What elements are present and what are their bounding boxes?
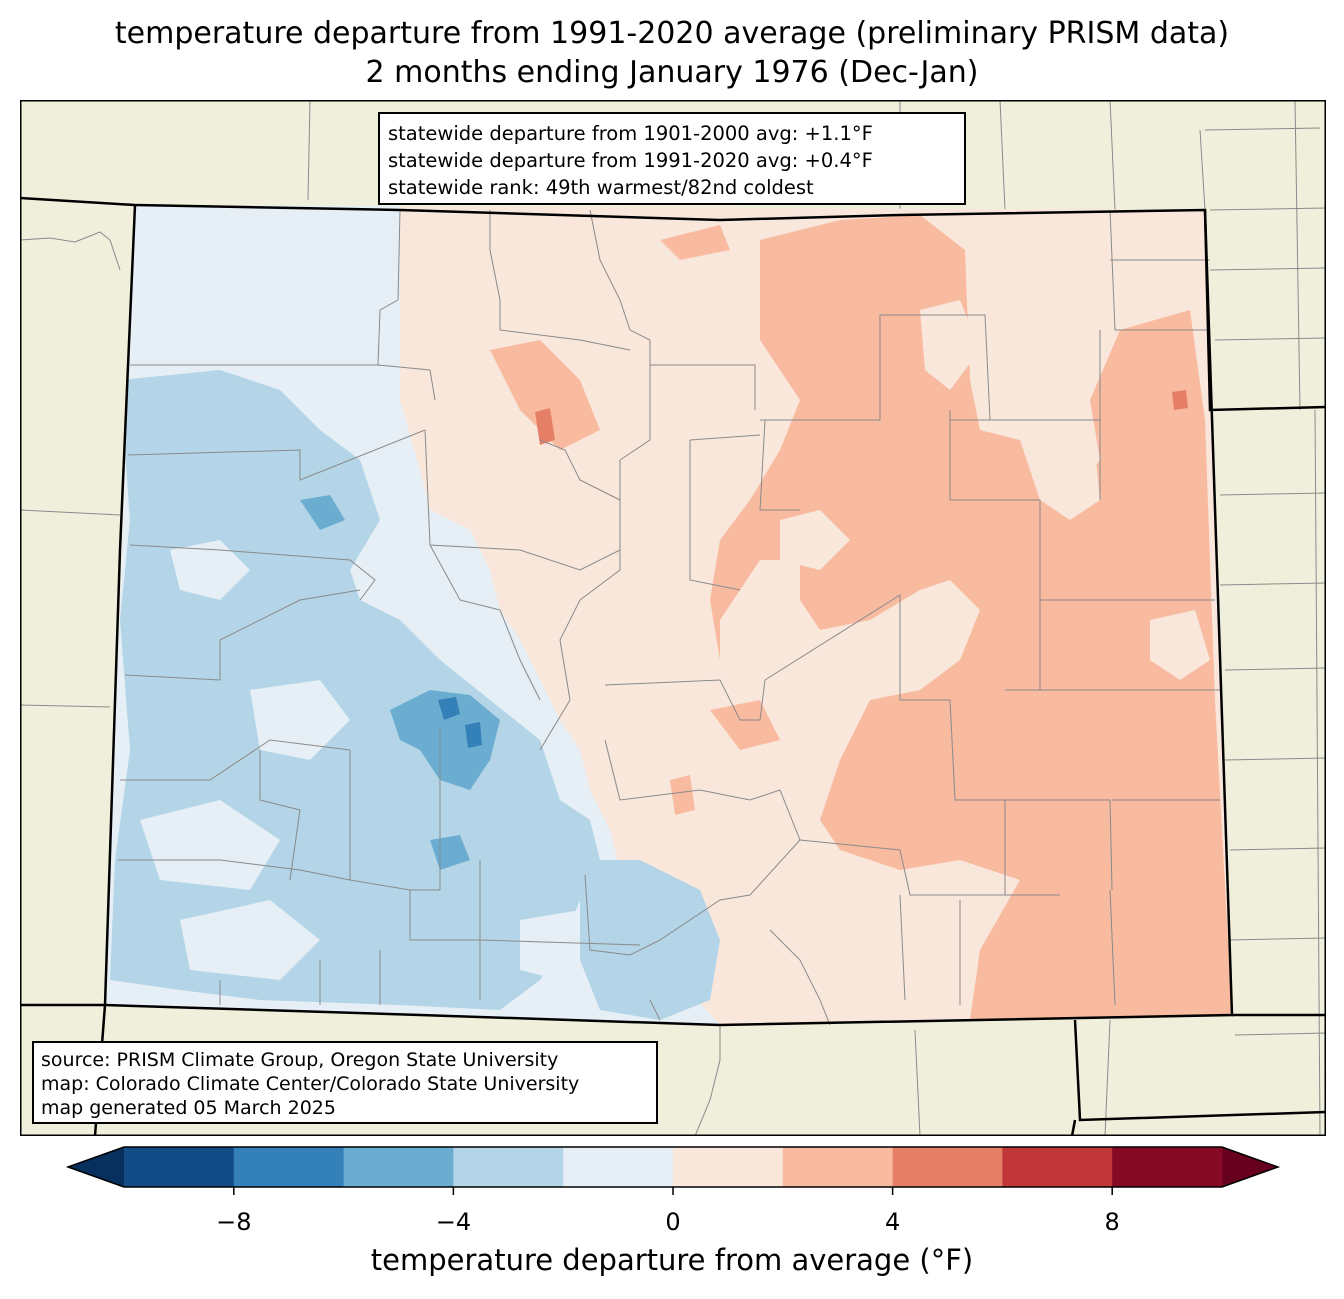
colorbar-segment <box>892 1147 1003 1187</box>
colorbar-over-arrow <box>1222 1147 1278 1187</box>
colorbar-segment <box>1112 1147 1223 1187</box>
map-title-line-2: 2 months ending January 1976 (Dec-Jan) <box>365 55 979 90</box>
colorbar-tick-label: 0 <box>665 1208 680 1236</box>
colorbar-label: temperature departure from average (°F) <box>370 1243 974 1277</box>
colorbar-segment <box>1002 1147 1113 1187</box>
generated-date-line: map generated 05 March 2025 <box>41 1097 336 1119</box>
colorbar-segment <box>563 1147 674 1187</box>
colorbar-segment <box>233 1147 345 1187</box>
colorado-temperature-map <box>20 100 1326 1136</box>
map-frame <box>20 100 1326 1136</box>
stat-departure-1991-2020: statewide departure from 1991-2020 avg: … <box>388 149 873 172</box>
map-credit-line: map: Colorado Climate Center/Colorado St… <box>41 1073 580 1095</box>
colorado-county-lines <box>118 209 1220 1026</box>
colorbar-tick-label: 4 <box>885 1208 900 1236</box>
statewide-stats-box: statewide departure from 1901-2000 avg: … <box>378 112 966 205</box>
colorbar-segment <box>343 1147 454 1187</box>
colorbar-tick-label: −8 <box>216 1208 251 1236</box>
colorbar-segment <box>124 1147 235 1187</box>
colorbar-under-arrow <box>68 1147 124 1187</box>
colorbar-tick-label: −4 <box>436 1208 471 1236</box>
stat-departure-1901-2000: statewide departure from 1901-2000 avg: … <box>388 122 873 145</box>
stat-rank: statewide rank: 49th warmest/82nd coldes… <box>388 176 814 199</box>
departure-field <box>105 205 1232 1025</box>
colorbar-outline <box>65 1146 1281 1188</box>
colorbar: −8 −4 0 4 8 <box>65 1146 1281 1236</box>
map-title-line-1: temperature departure from 1991-2020 ave… <box>114 16 1230 51</box>
source-line: source: PRISM Climate Group, Oregon Stat… <box>41 1049 559 1071</box>
colorbar-segment <box>453 1147 564 1187</box>
colorbar-segment <box>673 1147 784 1187</box>
colorbar-tick-label: 8 <box>1105 1208 1120 1236</box>
colorbar-segment <box>782 1147 894 1187</box>
source-box: source: PRISM Climate Group, Oregon Stat… <box>32 1041 658 1124</box>
